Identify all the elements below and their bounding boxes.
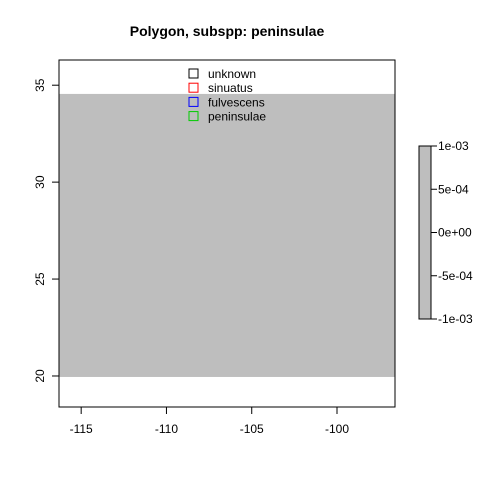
colorbar-tick-label: -5e-04 [438,269,473,283]
y-tick-label: 35 [33,78,47,92]
colorbar-bar [418,145,432,320]
colorbar-tick-label: 5e-04 [438,182,469,196]
raster-layer [59,93,395,377]
x-tick-label: -100 [325,422,349,436]
legend-swatch [188,82,199,93]
y-tick-label: 20 [33,369,47,383]
colorbar-tick-label: -1e-03 [438,312,473,326]
y-tick-label: 30 [33,175,47,189]
legend-label: fulvescens [208,95,265,109]
y-tick-label: 25 [33,272,47,286]
legend-label: unknown [208,67,256,81]
x-axis: -115 -110 -105 -100 [70,406,349,436]
chart-title: Polygon, subspp: peninsulae [130,23,325,39]
legend-swatch [188,96,199,107]
raster-fill [59,93,395,377]
colorbar-tick-label: 0e+00 [438,226,472,240]
colorbar-tick-label: 1e-03 [438,139,469,153]
x-tick-label: -105 [240,422,264,436]
y-axis: 20 25 30 35 [33,78,60,383]
legend-swatch [188,111,199,122]
x-tick-label: -115 [70,422,93,436]
x-tick-label: -110 [155,422,178,436]
legend-label: peninsulae [208,110,266,124]
legend-swatch [188,68,199,79]
colorbar: 1e-03 5e-04 0e+00 -5e-04 -1e-03 [418,139,473,326]
legend-label: sinuatus [208,81,253,95]
